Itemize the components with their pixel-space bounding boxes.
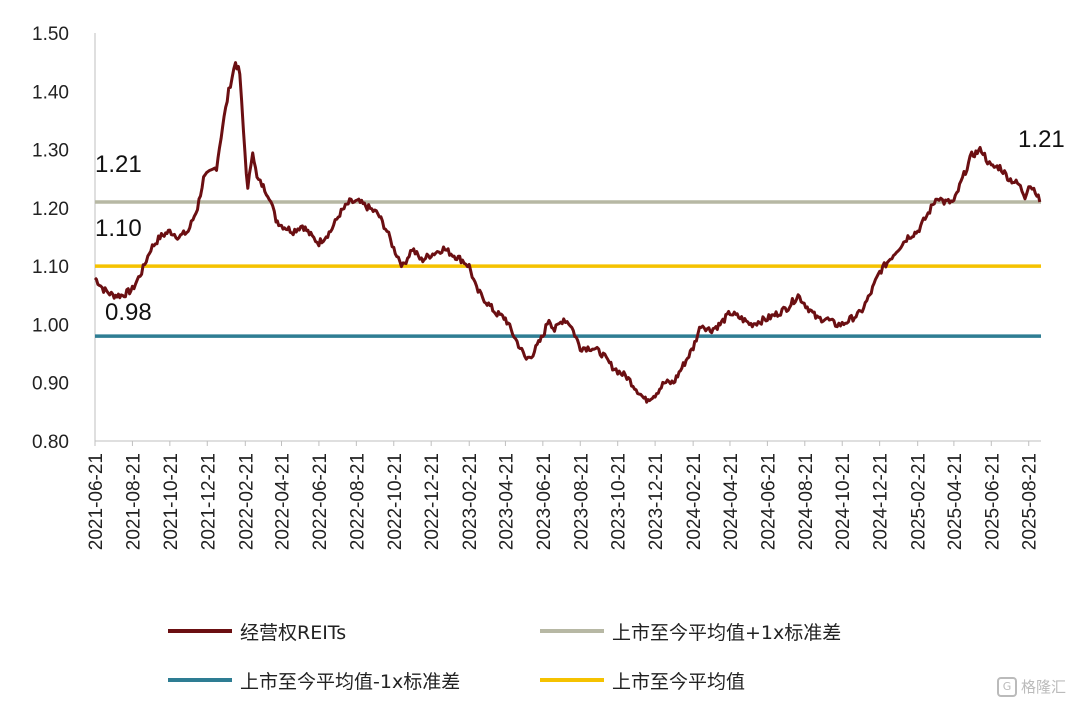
annotation-label: 1.21 <box>1018 126 1065 153</box>
x-tick-label: 2023-06-21 <box>534 453 555 550</box>
x-tick-label: 2023-12-21 <box>646 453 667 550</box>
y-tick-label: 1.30 <box>32 141 69 162</box>
y-tick-label: 1.20 <box>32 199 69 220</box>
x-tick-label: 2023-10-21 <box>609 453 630 550</box>
reits-series-line <box>93 61 1042 404</box>
x-tick-label: 2021-10-21 <box>161 453 182 550</box>
legend-swatch-reits <box>168 629 232 633</box>
gelonghui-logo-icon: G <box>996 676 1017 697</box>
line-chart: 0.80 0.90 1.00 1.10 1.20 1.30 1.40 1.50 2021-06-… <box>32 24 1065 550</box>
annotation-label: 1.21 <box>95 151 142 178</box>
annotation-label: 0.98 <box>105 299 152 326</box>
x-tick-label: 2025-02-21 <box>909 453 930 550</box>
x-tick-label: 2024-10-21 <box>833 453 854 550</box>
legend-swatch-mean <box>540 678 604 682</box>
x-tick-label: 2022-08-21 <box>347 453 368 550</box>
x-tick-label: 2025-06-21 <box>982 453 1003 550</box>
x-tick-label: 2025-04-21 <box>945 453 966 550</box>
watermark-text: 格隆汇 <box>1020 678 1066 696</box>
y-tick-label: 1.10 <box>32 257 69 278</box>
x-tick-label: 2023-02-21 <box>460 453 481 550</box>
x-tick-label: 2022-06-21 <box>310 453 331 550</box>
y-tick-label: 1.50 <box>32 24 69 45</box>
x-tick-label: 2022-10-21 <box>385 453 406 550</box>
x-tick-label: 2022-12-21 <box>422 453 443 550</box>
x-tick-label: 2024-06-21 <box>758 453 779 550</box>
x-tick-label: 2022-02-21 <box>236 453 257 550</box>
y-tick-label: 0.90 <box>32 374 69 395</box>
y-tick-label: 1.40 <box>32 82 69 103</box>
y-tick-label: 0.80 <box>32 432 69 453</box>
x-tick-label: 2023-04-21 <box>496 453 517 550</box>
watermark: G 格隆汇 <box>996 676 1066 697</box>
legend-swatch-plus-std <box>540 629 604 633</box>
x-tick-label: 2024-02-21 <box>684 453 705 550</box>
legend-item-mean: 上市至今平均值 <box>540 665 745 695</box>
legend-item-plus-std: 上市至今平均值+1x标准差 <box>540 616 841 646</box>
legend-label-plus-std: 上市至今平均值+1x标准差 <box>612 621 842 644</box>
legend-swatch-minus-std <box>168 678 232 682</box>
x-tick-label: 2021-12-21 <box>198 453 219 550</box>
x-tick-label: 2022-04-21 <box>273 453 294 550</box>
x-tick-label: 2023-08-21 <box>571 453 592 550</box>
legend-item-minus-std: 上市至今平均值-1x标准差 <box>168 665 460 695</box>
x-tick-label: 2025-08-21 <box>1020 453 1041 550</box>
y-tick-label: 1.00 <box>32 315 69 336</box>
x-tick-label: 2024-08-21 <box>796 453 817 550</box>
legend-label-minus-std: 上市至今平均值-1x标准差 <box>240 670 461 693</box>
legend-label-reits: 经营权REITs <box>240 621 347 644</box>
x-tick-label: 2024-04-21 <box>721 453 742 550</box>
legend-item-reits: 经营权REITs <box>168 616 346 646</box>
x-tick-label: 2024-12-21 <box>871 453 892 550</box>
x-tick-label: 2021-06-21 <box>86 453 107 550</box>
x-tick-label: 2021-08-21 <box>123 453 144 550</box>
annotation-label: 1.10 <box>95 215 142 242</box>
legend-label-mean: 上市至今平均值 <box>612 670 746 693</box>
